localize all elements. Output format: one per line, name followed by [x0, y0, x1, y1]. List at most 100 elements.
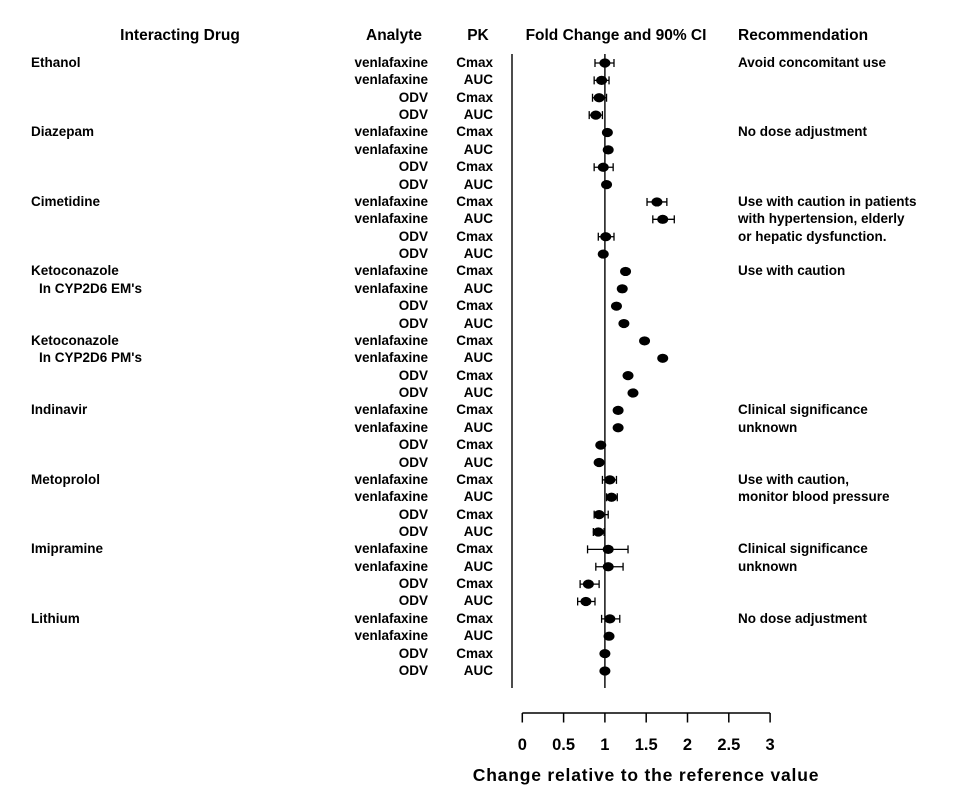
recommendation-text: unknown — [738, 558, 798, 574]
forest-row — [612, 423, 624, 433]
data-point-marker — [612, 423, 624, 433]
analyte-label: venlafaxine — [354, 124, 428, 140]
analyte-label: ODV — [398, 176, 428, 192]
analyte-label: venlafaxine — [354, 402, 428, 418]
pk-param-label: AUC — [463, 176, 493, 192]
pk-param-label: AUC — [463, 315, 493, 331]
forest-row — [593, 75, 610, 85]
data-point-marker — [622, 371, 634, 381]
data-point-marker — [616, 284, 628, 294]
analyte-label: ODV — [398, 228, 428, 244]
analyte-label: venlafaxine — [354, 332, 428, 348]
forest-row — [605, 492, 618, 502]
analyte-label: ODV — [398, 645, 428, 661]
pk-param-label: AUC — [463, 72, 493, 88]
pk-param-label: AUC — [463, 593, 493, 609]
data-point-marker — [657, 214, 669, 224]
pk-param-label: AUC — [463, 141, 493, 157]
analyte-label: venlafaxine — [354, 280, 428, 296]
forest-row — [612, 405, 624, 415]
analyte-label: ODV — [398, 367, 428, 383]
recommendation-text: Use with caution in patients — [738, 193, 917, 209]
analyte-label: ODV — [398, 298, 428, 314]
analyte-label: venlafaxine — [354, 610, 428, 626]
recommendation-text: No dose adjustment — [738, 610, 868, 626]
data-point-marker — [651, 197, 663, 207]
forest-row — [588, 110, 604, 120]
pk-param-label: AUC — [463, 385, 493, 401]
analyte-label: venlafaxine — [354, 628, 428, 644]
recommendation-text: No dose adjustment — [738, 124, 868, 140]
data-point-marker — [600, 232, 612, 242]
pk-param-label: Cmax — [456, 193, 493, 209]
data-point-marker — [627, 388, 639, 398]
pk-param-label: AUC — [463, 246, 493, 262]
column-header-interacting-drug: Interacting Drug — [120, 27, 240, 44]
analyte-label: venlafaxine — [354, 55, 428, 70]
x-axis-tick-label: 0 — [518, 736, 527, 754]
analyte-label: venlafaxine — [354, 72, 428, 88]
forest-row — [597, 249, 609, 259]
recommendation-text: Clinical significance — [738, 541, 868, 557]
pk-param-label: Cmax — [456, 89, 493, 105]
data-point-marker — [595, 440, 607, 450]
data-point-marker — [580, 596, 592, 607]
analyte-label: ODV — [398, 506, 428, 522]
data-point-marker — [606, 492, 618, 502]
pk-param-label: AUC — [463, 628, 493, 644]
pk-param-label: Cmax — [456, 576, 493, 592]
analyte-label: venlafaxine — [354, 419, 428, 435]
forest-row — [652, 214, 675, 224]
analyte-label: ODV — [398, 385, 428, 401]
recommendation-text: monitor blood pressure — [738, 489, 890, 505]
forest-row — [599, 666, 611, 676]
analyte-label: ODV — [398, 89, 428, 105]
data-point-marker — [592, 527, 604, 537]
forest-row — [602, 145, 614, 155]
drug-label: Diazepam — [31, 124, 95, 140]
data-point-marker — [599, 58, 611, 68]
data-point-marker — [602, 562, 614, 572]
pk-param-label: AUC — [463, 662, 493, 678]
analyte-label: venlafaxine — [354, 141, 428, 157]
pk-param-label: AUC — [463, 454, 493, 470]
analyte-label: ODV — [398, 454, 428, 470]
x-axis-tick-label: 3 — [766, 736, 775, 754]
pk-param-label: Cmax — [456, 471, 493, 487]
recommendation-text: Clinical significance — [738, 402, 868, 418]
data-point-marker — [601, 179, 613, 190]
pk-param-label: Cmax — [456, 55, 493, 70]
forest-row — [595, 562, 624, 572]
pk-param-label: AUC — [463, 419, 493, 435]
forest-row — [618, 318, 630, 329]
pk-param-label: AUC — [463, 350, 493, 366]
data-point-marker — [599, 666, 611, 676]
drug-label: Indinavir — [31, 402, 88, 418]
pk-param-label: AUC — [463, 523, 493, 539]
analyte-label: venlafaxine — [354, 558, 428, 574]
drug-label: Lithium — [31, 610, 80, 626]
analyte-label: ODV — [398, 107, 428, 123]
data-point-marker — [597, 249, 609, 259]
x-axis-tick-label: 1.5 — [635, 736, 658, 754]
column-header-pk: PK — [467, 27, 489, 44]
recommendation-text: unknown — [738, 419, 798, 435]
analyte-label: ODV — [398, 662, 428, 678]
analyte-label: venlafaxine — [354, 193, 428, 209]
forest-row — [601, 179, 613, 190]
pk-param-label: Cmax — [456, 124, 493, 140]
analyte-label: venlafaxine — [354, 350, 428, 366]
forest-row — [576, 596, 596, 607]
pk-param-label: Cmax — [456, 263, 493, 279]
drug-label: Cimetidine — [31, 193, 101, 209]
forest-row — [610, 301, 622, 311]
data-point-marker — [612, 405, 624, 415]
data-point-marker — [604, 614, 616, 624]
analyte-label: ODV — [398, 593, 428, 609]
forest-row — [601, 127, 613, 138]
column-header-recommendation: Recommendation — [738, 27, 869, 44]
forest-row — [600, 614, 621, 624]
data-point-marker — [593, 457, 605, 468]
data-point-marker — [620, 266, 632, 277]
